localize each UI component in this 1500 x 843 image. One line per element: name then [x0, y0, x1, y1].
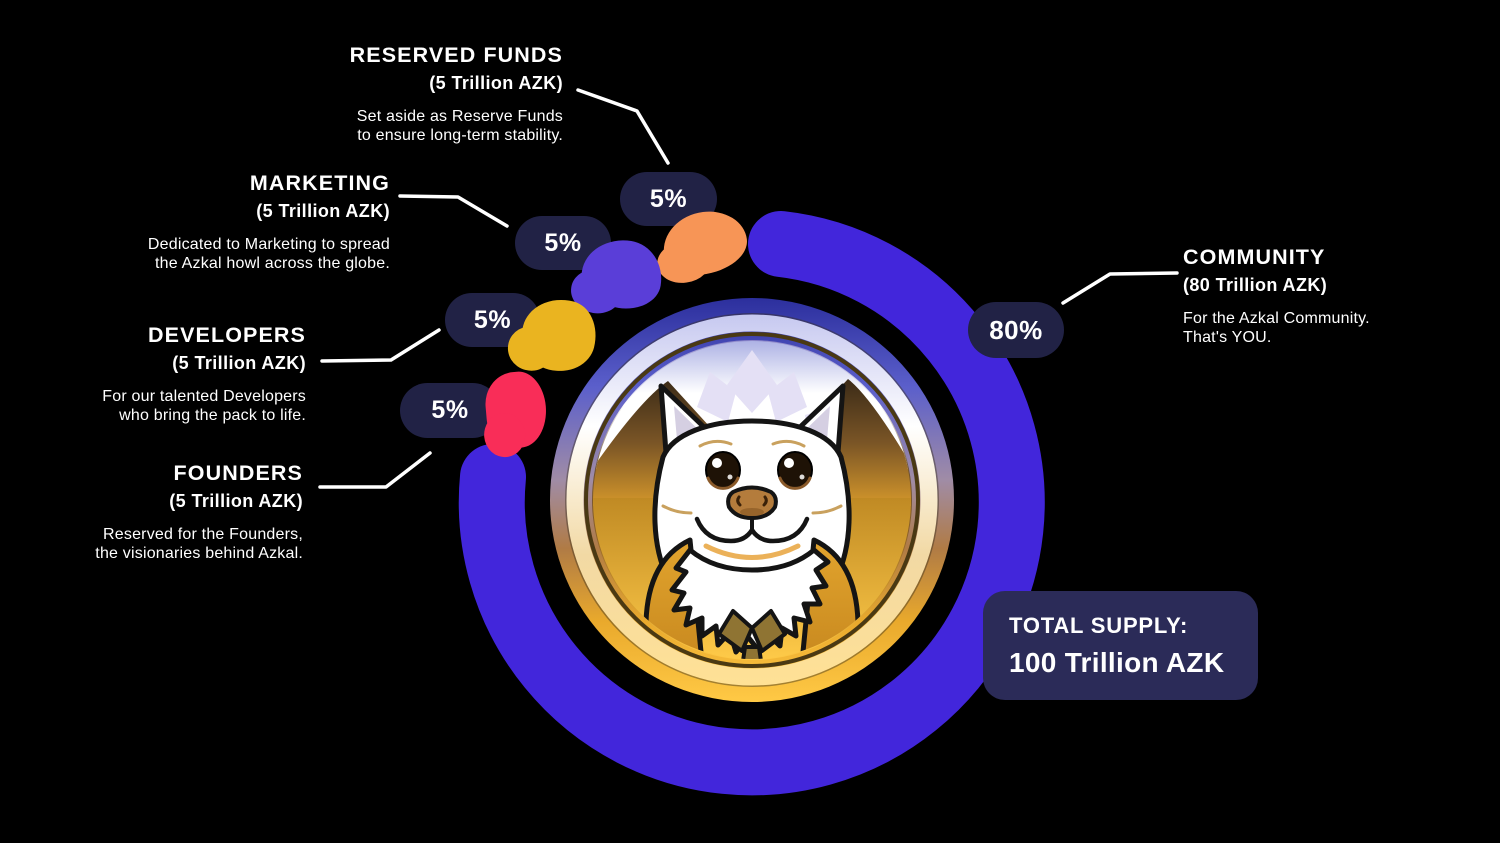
marketing-callout: MARKETING (5 Trillion AZK) Dedicated to … [148, 172, 390, 273]
founders-amount: (5 Trillion AZK) [169, 490, 303, 511]
azkal-dog-mascot [643, 383, 861, 659]
community-connector-line [1061, 271, 1179, 305]
marketing-amount: (5 Trillion AZK) [256, 200, 390, 221]
developers-amount: (5 Trillion AZK) [172, 352, 306, 373]
reserved-funds-connector-line [576, 88, 670, 165]
marketing-title: MARKETING [249, 171, 390, 195]
founders-callout: FOUNDERS (5 Trillion AZK) Reserved for t… [95, 462, 303, 563]
total-supply-label: TOTAL SUPPLY: [1009, 612, 1189, 638]
founders-connector-line [318, 451, 432, 489]
community-pct-badge: 80% [968, 302, 1064, 358]
reserved-funds-amount: (5 Trillion AZK) [429, 72, 563, 93]
dog-eyes [705, 451, 813, 490]
total-supply-box: TOTAL SUPPLY: 100 Trillion AZK [983, 591, 1258, 700]
azkal-coin-logo [550, 298, 954, 702]
reserved-funds-title: RESERVED FUNDS [349, 43, 563, 67]
dog-nose [726, 485, 778, 520]
community-arc-segment [458, 211, 1045, 796]
developers-description: For our talented Developers who bring th… [102, 387, 306, 424]
founders-description: Reserved for the Founders, the visionari… [95, 525, 303, 562]
community-callout: COMMUNITY (80 Trillion AZK) For the Azka… [1183, 246, 1370, 347]
community-description: For the Azkal Community. That's YOU. [1183, 309, 1370, 346]
community-amount: (80 Trillion AZK) [1183, 274, 1328, 295]
dog-collar [717, 609, 787, 659]
reserved-funds-callout: RESERVED FUNDS (5 Trillion AZK) Set asid… [350, 44, 563, 145]
total-supply-value: 100 Trillion AZK [1009, 646, 1225, 678]
developers-connector-line [320, 328, 441, 363]
developers-callout: DEVELOPERS (5 Trillion AZK) For our tale… [102, 324, 306, 425]
coin-light-ring [566, 314, 938, 686]
reserved-funds-pct-badge: 5% [620, 172, 717, 226]
founders-title: FOUNDERS [173, 461, 303, 485]
dog-smile [694, 516, 810, 544]
reserved-funds-description: Set aside as Reserve Funds to ensure lon… [356, 107, 563, 144]
dog-chest-fluff [669, 547, 831, 655]
community-title: COMMUNITY [1183, 245, 1326, 269]
developers-title: DEVELOPERS [148, 323, 306, 347]
marketing-connector-line [398, 194, 509, 228]
founders-pct-badge: 5% [400, 383, 500, 438]
marketing-description: Dedicated to Marketing to spread the Azk… [147, 235, 390, 272]
